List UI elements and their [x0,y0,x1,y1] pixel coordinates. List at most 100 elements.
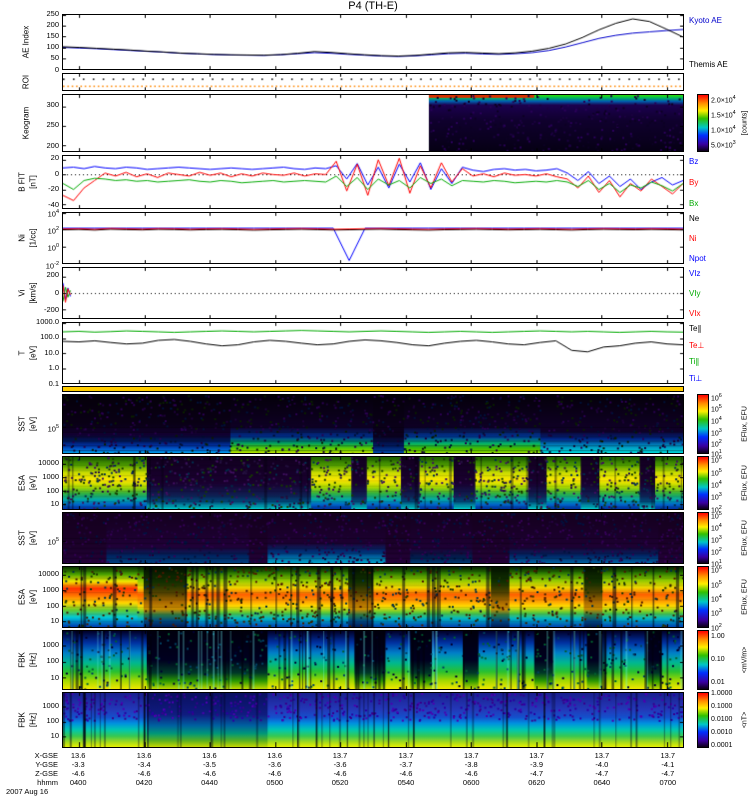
time-tick-label: 0700 [659,778,677,787]
colorbar-tick-label: 0.0100 [711,716,733,723]
y-tick-label: 100 [46,600,59,610]
colorbar-tick-label: 105 [711,404,722,414]
panel-canvas-ni [63,213,683,263]
colorbar-tick-label: 1.0×104 [711,125,736,135]
colorbar-tick-label: 106 [711,565,722,575]
axis-row-value: -3.4 [137,760,151,769]
axis-row-value: -4.6 [71,769,85,778]
colorbar-esa_e [697,456,709,510]
time-tick-label: 0600 [462,778,480,787]
panel-canvas-vi [63,268,683,318]
colorbar-unit: <nT> [741,711,749,729]
colorbar-sst_i [697,512,709,564]
axis-row-value: 13.7 [594,751,610,760]
legend-viy: VIy [689,289,701,298]
y-tick-label: 250 [46,120,59,130]
colorbar-tick-label: 105 [711,467,722,477]
axis-row-value: -4.7 [530,769,544,778]
colorbar-tick-label: 105 [711,579,722,590]
y-tick-label: 0 [54,168,59,178]
legend-themisae: Themis AE [689,60,728,69]
y-tick-label: 10 [50,499,59,509]
axis-row-value: -4.7 [661,769,675,778]
colorbar-canvas-sst_i [698,513,708,563]
axis-row-value: -4.7 [595,769,609,778]
date-label: 2007 Aug 16 [6,787,49,796]
colorbar-tick-label: 103 [711,535,722,545]
time-tick-label: 0440 [201,778,218,787]
axis-row-value: -3.5 [202,760,216,769]
axis-row-value: -4.6 [333,769,347,778]
colorbar-sst_e [697,394,709,454]
colorbar-unit: EFlux, EFU [741,465,749,501]
y-tick-label: 200 [46,19,59,29]
y-tick-label: 0.1 [48,378,59,388]
y-tick-label: -200 [43,304,59,314]
colorbar-tick-label: 104 [711,480,722,490]
panel-ni [62,212,684,264]
colorbar-unit: EFlux, EFU [741,520,749,556]
colorbar-tick-label: 0.1000 [711,703,733,711]
legend-ne: Ne [689,214,700,223]
panel-sst_i [62,512,684,564]
colorbar-tick-label: 102 [711,622,722,632]
axis-row-value: -4.6 [137,769,151,778]
legend-by: By [689,178,699,187]
panel-esa_i [62,566,684,628]
legend-viz: VIz [689,269,701,278]
y-tick-label: 1000.0 [36,316,59,326]
colorbar-tick-label: 1.5×104 [711,110,736,120]
axis-row-value: 13.6 [136,751,152,760]
panel-canvas-sst_e [63,395,683,453]
y-tick-label: 150 [46,30,59,40]
axis-row-value: 13.7 [463,751,479,760]
colorbar-tick-label: 102 [711,439,722,449]
y-tick-label: 102 [47,225,59,236]
colorbar-canvas-sst_e [698,395,708,453]
colorbar-tick-label: 1.0000 [711,690,733,698]
panel-label-ni: Ni [17,234,27,242]
legend-bx: Bx [689,199,699,208]
panel-canvas-roi [63,74,683,90]
colorbar-tick-label: 105 [711,511,722,521]
y-tick-label: 105 [47,537,59,547]
colorbar-canvas-esa_i [698,567,708,627]
panel-ae [62,14,684,70]
colorbar-esa_i [697,566,709,628]
y-tick-label: 10 [50,672,59,682]
legend-kyotoae: Kyoto AE [689,16,722,25]
axis-row-value: -3.3 [71,760,85,769]
panel-wbar [62,386,684,392]
axis-row-value: -3.6 [333,760,347,769]
y-tick-label: 100.0 [40,332,59,341]
axis-row-value: 13.7 [529,751,544,760]
colorbar-tick-label: 2.0×104 [711,95,736,105]
legend-ni: Ni [689,234,697,243]
axis-row-label: Y-GSE [35,760,58,769]
panel-canvas-wbar [63,387,683,391]
legend-ti: Ti∥ [689,357,700,367]
panel-esa_e [62,456,684,510]
panel-canvas-ae [63,15,683,69]
axis-row-value: 13.6 [70,751,86,760]
y-tick-label: 300 [46,100,59,110]
axis-row-value: 13.6 [202,751,217,760]
legend-vix: VIx [689,309,701,318]
y-tick-label: 10-2 [45,260,59,270]
colorbar-tick-label: 101 [711,449,722,459]
axis-row-value: -4.6 [202,769,216,778]
axis-row-value: -4.1 [661,760,675,769]
panel-fbk_e [62,630,684,690]
y-tick-label: 1000 [42,639,59,649]
y-tick-label: 50 [50,53,59,63]
colorbar-fbk_e [697,630,709,690]
panel-canvas-keo [63,95,683,151]
panel-canvas-esa_e [63,457,683,509]
time-tick-label: 0500 [266,778,284,787]
axis-row-value: -3.6 [268,760,282,769]
legend-te: Te⊥ [689,340,705,350]
y-tick-label: 200 [46,140,59,150]
legend-npot: Npot [689,254,706,263]
y-tick-label: 104 [47,208,59,218]
colorbar-tick-label: 104 [711,523,722,533]
